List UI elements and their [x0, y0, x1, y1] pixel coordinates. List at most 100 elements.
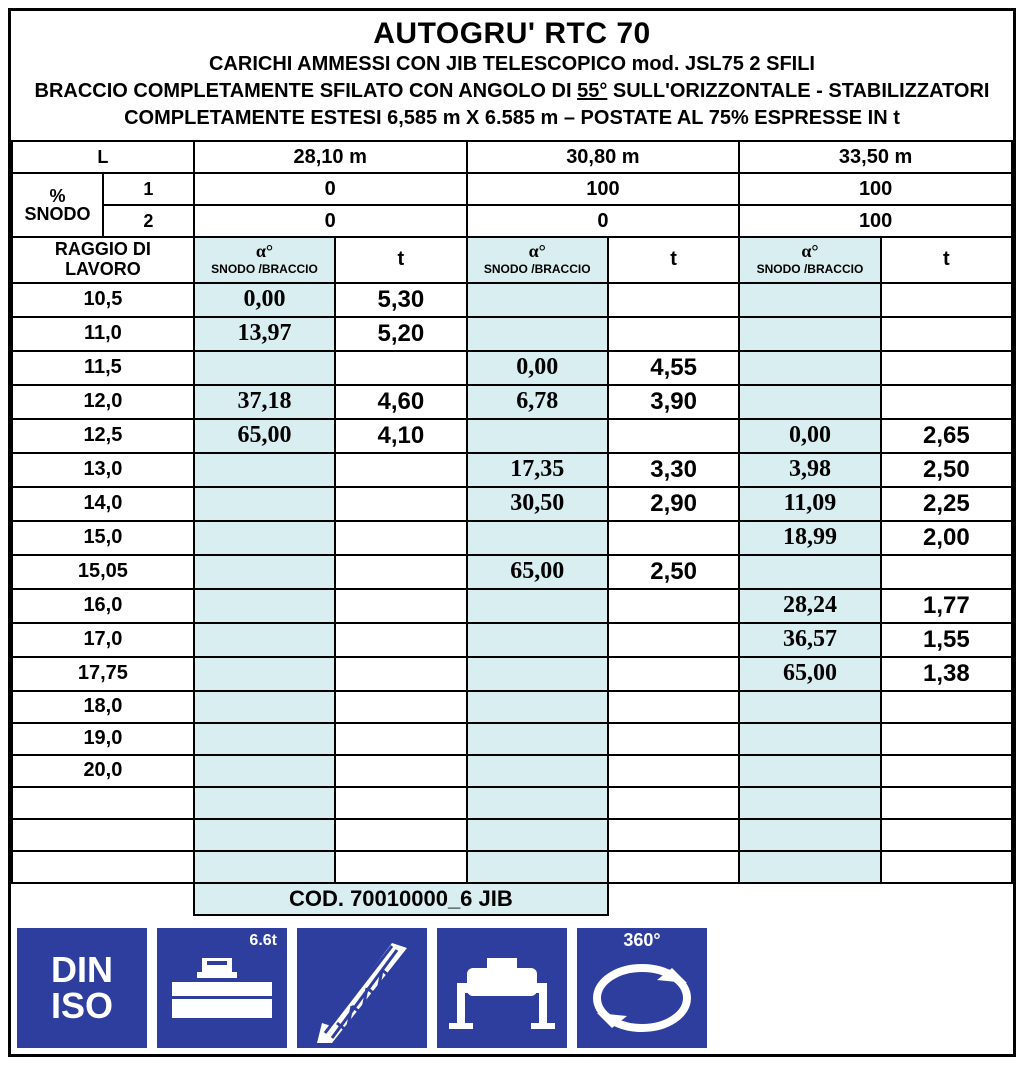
t1-cell — [335, 755, 466, 787]
alpha2-cell — [467, 787, 608, 819]
icon-row: DIN ISO 6.6t — [11, 916, 1013, 1054]
alpha2-cell: 6,78 — [467, 385, 608, 419]
rotation-360-icon: 360° — [577, 928, 707, 1048]
table-row: 13,017,353,303,982,50 — [12, 453, 1012, 487]
alpha3-cell — [739, 385, 880, 419]
t3-cell — [881, 723, 1012, 755]
t2-cell — [608, 317, 739, 351]
snodo-1-1: 100 — [467, 173, 740, 205]
alpha3-cell — [739, 819, 880, 851]
row-snodo-1: % SNODO 1 0 100 100 — [12, 173, 1012, 205]
t2-cell — [608, 787, 739, 819]
t1-cell — [335, 521, 466, 555]
alpha-hdr-0: α°SNODO /BRACCIO — [194, 237, 335, 283]
table-row: 18,0 — [12, 691, 1012, 723]
raggio-cell: 15,05 — [12, 555, 194, 589]
alpha2-cell — [467, 283, 608, 317]
alpha3-cell: 65,00 — [739, 657, 880, 691]
raggio-cell — [12, 787, 194, 819]
alpha1-cell — [194, 589, 335, 623]
crane-boom-icon — [297, 928, 427, 1048]
t2-cell — [608, 819, 739, 851]
t3-cell: 1,38 — [881, 657, 1012, 691]
t2-cell: 3,90 — [608, 385, 739, 419]
t1-cell — [335, 819, 466, 851]
alpha3-cell: 11,09 — [739, 487, 880, 521]
din-iso-icon: DIN ISO — [17, 928, 147, 1048]
table-row: 11,013,975,20 — [12, 317, 1012, 351]
t-hdr-2: t — [881, 237, 1012, 283]
t3-cell: 2,65 — [881, 419, 1012, 453]
weight-label: 6.6t — [249, 932, 277, 950]
alpha2-cell — [467, 657, 608, 691]
alpha3-cell — [739, 283, 880, 317]
alpha3-cell — [739, 755, 880, 787]
t3-cell — [881, 755, 1012, 787]
snodo-1-2: 100 — [739, 173, 1012, 205]
t1-cell: 5,20 — [335, 317, 466, 351]
header: AUTOGRU' RTC 70 CARICHI AMMESSI CON JIB … — [11, 11, 1013, 140]
alpha1-cell: 0,00 — [194, 283, 335, 317]
t2-cell — [608, 419, 739, 453]
alpha3-cell: 3,98 — [739, 453, 880, 487]
din-text: DIN — [51, 952, 113, 988]
rotation-label: 360° — [623, 930, 660, 951]
title-sub1: CARICHI AMMESSI CON JIB TELESCOPICO mod.… — [31, 53, 993, 76]
t2-cell — [608, 283, 739, 317]
table-row: 15,018,992,00 — [12, 521, 1012, 555]
alpha2-cell — [467, 589, 608, 623]
raggio-cell: 11,5 — [12, 351, 194, 385]
table-row: 10,50,005,30 — [12, 283, 1012, 317]
table-row: 17,036,571,55 — [12, 623, 1012, 657]
alpha-hdr-1: α°SNODO /BRACCIO — [467, 237, 608, 283]
t2-cell: 2,50 — [608, 555, 739, 589]
t2-cell — [608, 521, 739, 555]
alpha1-cell — [194, 691, 335, 723]
table-row — [12, 819, 1012, 851]
t3-cell — [881, 691, 1012, 723]
alpha2-cell — [467, 317, 608, 351]
alpha3-cell — [739, 691, 880, 723]
t3-cell: 1,77 — [881, 589, 1012, 623]
outrigger-icon — [437, 928, 567, 1048]
title-sub3: COMPLETAMENTE ESTESI 6,585 m X 6.585 m –… — [31, 107, 993, 130]
row-alpha-header: RAGGIO DI LAVORO α°SNODO /BRACCIO t α°SN… — [12, 237, 1012, 283]
alpha3-cell — [739, 351, 880, 385]
document-frame: AUTOGRU' RTC 70 CARICHI AMMESSI CON JIB … — [8, 8, 1016, 1057]
raggio-cell: 10,5 — [12, 283, 194, 317]
line2-b: SULL'ORIZZONTALE - STABILIZZATORI — [607, 80, 989, 102]
table-row: 17,7565,001,38 — [12, 657, 1012, 691]
row-snodo-2: 2 0 0 100 — [12, 205, 1012, 237]
alpha-hdr-2: α°SNODO /BRACCIO — [739, 237, 880, 283]
raggio-cell: 12,0 — [12, 385, 194, 419]
L-val-1: 30,80 m — [467, 141, 740, 173]
t3-cell — [881, 555, 1012, 589]
alpha2-cell — [467, 623, 608, 657]
t2-cell — [608, 623, 739, 657]
raggio-cell: 19,0 — [12, 723, 194, 755]
alpha2-cell: 65,00 — [467, 555, 608, 589]
alpha1-cell — [194, 623, 335, 657]
t1-cell — [335, 851, 466, 883]
t3-cell — [881, 351, 1012, 385]
raggio-cell: 20,0 — [12, 755, 194, 787]
raggio-cell: 15,0 — [12, 521, 194, 555]
t1-cell — [335, 487, 466, 521]
t-hdr-1: t — [608, 237, 739, 283]
t3-cell: 2,50 — [881, 453, 1012, 487]
counterweight-icon: 6.6t — [157, 928, 287, 1048]
raggio-label: RAGGIO DI LAVORO — [12, 237, 194, 283]
alpha1-cell — [194, 723, 335, 755]
L-val-2: 33,50 m — [739, 141, 1012, 173]
t3-cell — [881, 283, 1012, 317]
t2-cell — [608, 657, 739, 691]
table-row: 14,030,502,9011,092,25 — [12, 487, 1012, 521]
t2-cell: 2,90 — [608, 487, 739, 521]
alpha1-cell — [194, 555, 335, 589]
alpha2-cell: 30,50 — [467, 487, 608, 521]
t2-cell — [608, 589, 739, 623]
alpha1-cell — [194, 521, 335, 555]
raggio-cell — [12, 819, 194, 851]
table-row: 12,565,004,100,002,65 — [12, 419, 1012, 453]
alpha2-cell: 17,35 — [467, 453, 608, 487]
